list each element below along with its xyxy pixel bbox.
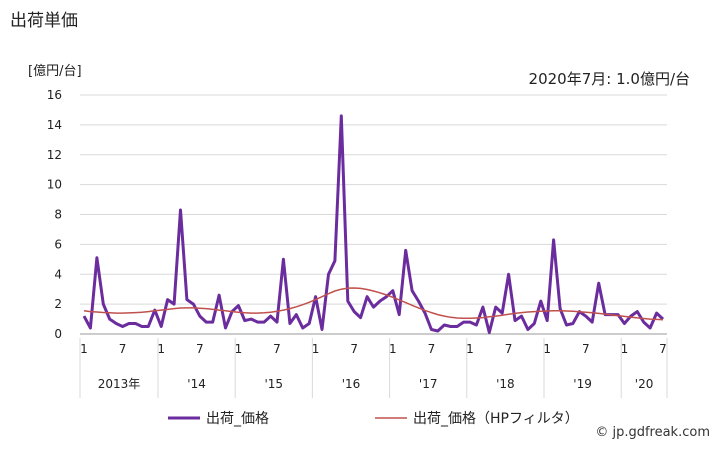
y-tick-label: 12 bbox=[47, 148, 62, 162]
page-title: 出荷単価 bbox=[10, 11, 78, 31]
x-tick-label: 7 bbox=[119, 342, 127, 356]
y-tick-label: 16 bbox=[47, 88, 62, 102]
source-credit: © jp.gdfreak.com bbox=[595, 425, 710, 440]
x-tick-label: 7 bbox=[428, 342, 436, 356]
x-tick-label: 7 bbox=[582, 342, 590, 356]
x-axis: 1 7 1 7 1 7 1 7 1 7 1 7 1 7 1 7 2013年 '14 '15 '16 '17 '18 '19 '… bbox=[79, 333, 668, 398]
year-label: 2013年 bbox=[98, 377, 141, 391]
x-tick-label: 1 bbox=[235, 342, 243, 356]
y-tick-label: 4 bbox=[54, 267, 62, 281]
x-tick-label: 7 bbox=[273, 342, 281, 356]
x-tick-label: 1 bbox=[80, 342, 88, 356]
x-tick-label: 1 bbox=[543, 342, 551, 356]
x-tick-label: 1 bbox=[389, 342, 397, 356]
x-tick-label: 7 bbox=[350, 342, 358, 356]
grid-lines bbox=[80, 94, 667, 335]
year-label: '14 bbox=[187, 377, 206, 391]
x-tick-label: 1 bbox=[621, 342, 629, 356]
legend: 出荷_価格 出荷_価格（HPフィルタ） bbox=[168, 411, 579, 427]
year-label: '17 bbox=[419, 377, 438, 391]
y-tick-label: 8 bbox=[54, 208, 62, 222]
legend-label-price: 出荷_価格 bbox=[206, 411, 269, 427]
y-tick-label: 10 bbox=[47, 178, 62, 192]
y-axis-ticks: 0 2 4 6 8 10 12 14 16 bbox=[47, 88, 62, 341]
year-label: '15 bbox=[264, 377, 283, 391]
y-axis-unit-label: [億円/台] bbox=[28, 64, 82, 79]
x-tick-label: 1 bbox=[466, 342, 474, 356]
year-label: '16 bbox=[342, 377, 361, 391]
x-tick-label: 1 bbox=[312, 342, 320, 356]
x-tick-label: 1 bbox=[157, 342, 165, 356]
year-label: '18 bbox=[496, 377, 515, 391]
year-label: '19 bbox=[573, 377, 592, 391]
x-tick-label: 7 bbox=[659, 342, 667, 356]
year-label: '20 bbox=[635, 377, 654, 391]
latest-value-note: 2020年7月: 1.0億円/台 bbox=[528, 70, 690, 88]
series-lines bbox=[82, 114, 665, 334]
y-tick-label: 14 bbox=[47, 118, 62, 132]
y-tick-label: 2 bbox=[54, 297, 62, 311]
x-tick-label: 7 bbox=[196, 342, 204, 356]
y-tick-label: 0 bbox=[54, 327, 62, 341]
x-tick-label: 7 bbox=[505, 342, 513, 356]
series-line-trend bbox=[83, 287, 664, 321]
legend-label-trend: 出荷_価格（HPフィルタ） bbox=[413, 411, 579, 427]
y-tick-label: 6 bbox=[54, 237, 62, 251]
series-line-price bbox=[82, 114, 665, 334]
